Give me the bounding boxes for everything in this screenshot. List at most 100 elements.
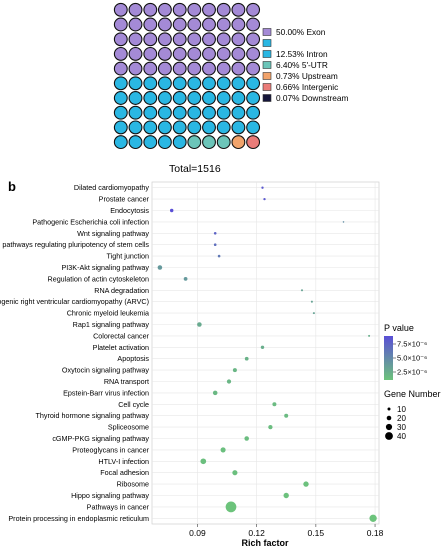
waffle-cell-cyan xyxy=(246,76,261,91)
waffle-cell-utr xyxy=(202,135,216,150)
scatter-point xyxy=(220,447,226,453)
waffle-cell-cyan xyxy=(187,76,202,91)
waffle-cell-cyan xyxy=(113,105,128,120)
waffle-cell-exon xyxy=(172,61,187,76)
waffle-cell-cyan xyxy=(216,120,231,135)
waffle-cell-exon xyxy=(113,2,128,17)
waffle-cell-utr xyxy=(187,135,202,150)
waffle-cell-cyan xyxy=(231,91,246,105)
pathway-label: Tight junction xyxy=(107,252,149,261)
waffle-cell-cyan xyxy=(231,120,246,135)
waffle-cell-cyan xyxy=(128,135,143,150)
waffle-chart xyxy=(113,2,261,150)
pathway-label: Focal adhesion xyxy=(100,468,149,477)
scatter-point xyxy=(157,265,163,270)
scatter-point xyxy=(244,436,249,441)
waffle-cell-exon xyxy=(246,46,261,61)
waffle-cell-cyan xyxy=(172,105,187,120)
waffle-cell-exon xyxy=(157,32,172,47)
pathway-label: Protein processing in endoplasmic reticu… xyxy=(8,514,149,523)
waffle-cell-cyan xyxy=(172,76,187,91)
pathway-label: Signaling pathways regulating pluripoten… xyxy=(0,240,149,249)
x-axis-ticks: 0.09 0.12 0.15 0.18 xyxy=(189,524,384,538)
waffle-cell-cyan xyxy=(216,76,231,91)
legend-swatch xyxy=(262,28,272,36)
waffle-cell-cyan xyxy=(202,120,216,135)
size-legend-label: 10 xyxy=(397,405,406,414)
waffle-cell-cyan xyxy=(143,120,158,135)
waffle-cell-exon xyxy=(216,61,231,76)
waffle-cell-exon xyxy=(216,32,231,47)
pathway-label: Epstein-Barr virus infection xyxy=(63,388,149,397)
scatter-point xyxy=(260,345,265,350)
pathway-label: Colorectal cancer xyxy=(93,331,150,340)
scatter-point xyxy=(300,289,304,292)
scatter-point xyxy=(284,413,289,418)
waffle-cell-exon xyxy=(113,32,128,47)
waffle-cell-cyan xyxy=(246,105,261,120)
scatter-point xyxy=(261,186,264,189)
scatter-point xyxy=(283,492,289,499)
legend-entry: 0.66% Intergenic xyxy=(276,82,338,92)
waffle-cell-cyan xyxy=(202,91,216,105)
x-axis-label: Rich factor xyxy=(241,538,289,548)
pathway-label: Arrhythmogenic right ventricular cardiom… xyxy=(0,297,149,306)
waffle-cell-cyan xyxy=(128,91,143,105)
pathway-label: Proteoglycans in cancer xyxy=(72,445,149,454)
scatter-point xyxy=(342,221,345,223)
scatter-points xyxy=(157,186,377,522)
waffle-cell-utr xyxy=(216,135,231,150)
waffle-cell-cyan xyxy=(246,120,261,135)
waffle-cell-exon xyxy=(231,61,246,76)
size-legend-dot xyxy=(386,415,392,421)
scatter-point xyxy=(183,277,188,281)
scatter-point xyxy=(232,470,238,476)
panel-b-label: b xyxy=(8,179,16,194)
pathway-label: Spliceosome xyxy=(108,423,149,432)
colorbar-tick-label: 5.0×10⁻⁶ xyxy=(397,354,427,363)
waffle-cell-cyan xyxy=(157,120,172,135)
scatter-point xyxy=(200,458,207,465)
scatter-point xyxy=(303,481,309,487)
waffle-cell-cyan xyxy=(172,91,187,105)
scatter-point xyxy=(225,501,237,513)
scatter-point xyxy=(369,514,377,522)
pathway-label: Dilated cardiomyopathy xyxy=(74,183,150,192)
scatter-point xyxy=(232,368,237,373)
waffle-cell-cyan xyxy=(128,120,143,135)
waffle-cell-exon xyxy=(172,32,187,47)
pathway-label: RNA transport xyxy=(104,377,149,386)
waffle-cell-exon xyxy=(157,17,172,32)
waffle-cell-exon xyxy=(143,17,158,32)
x-tick-label: 0.15 xyxy=(308,528,325,538)
waffle-cell-intergenic xyxy=(246,135,261,150)
pathway-label: PI3K-Akt signaling pathway xyxy=(62,263,150,272)
size-legend-dot xyxy=(387,407,391,411)
waffle-cell-cyan xyxy=(246,91,261,105)
waffle-cell-cyan xyxy=(231,105,246,120)
pathway-label: Regulation of actin cytoskeleton xyxy=(48,274,150,283)
waffle-cell-exon xyxy=(143,2,158,17)
scatter-point xyxy=(197,322,202,327)
waffle-cell-cyan xyxy=(202,76,216,91)
waffle-cell-exon xyxy=(246,17,261,32)
legend-swatch xyxy=(262,50,272,58)
scatter-point xyxy=(272,402,277,407)
pathway-label: Pathogenic Escherichia coli infection xyxy=(32,217,149,226)
scatter-point xyxy=(169,208,174,213)
waffle-cell-upstream xyxy=(231,135,246,150)
plot-area xyxy=(151,181,380,525)
legend-entry: 6.40% 5'-UTR xyxy=(276,60,328,70)
waffle-cell-cyan xyxy=(143,105,158,120)
pathway-label: cGMP-PKG signaling pathway xyxy=(52,434,149,443)
waffle-cell-exon xyxy=(187,46,202,61)
waffle-cell-exon xyxy=(143,61,158,76)
waffle-cell-cyan xyxy=(187,120,202,135)
waffle-cell-exon xyxy=(143,46,158,61)
waffle-cell-exon xyxy=(187,17,202,32)
size-legend-dot xyxy=(385,432,393,440)
waffle-cell-exon xyxy=(202,2,216,17)
pathway-label: Apoptosis xyxy=(117,354,149,363)
waffle-cell-cyan xyxy=(157,105,172,120)
